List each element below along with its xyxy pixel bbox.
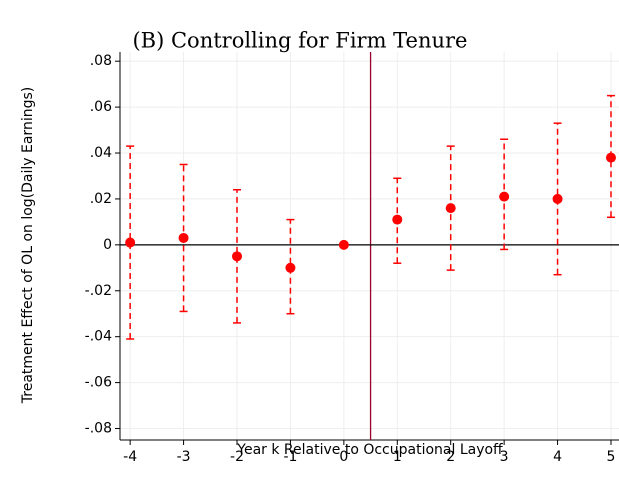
y-tick-label: 0 [103, 237, 112, 253]
y-tick-label: .02 [90, 191, 112, 207]
x-tick-label: 0 [339, 449, 348, 465]
y-tick-label: -.08 [85, 421, 112, 437]
x-tick-label: 2 [446, 449, 455, 465]
y-axis-label: Treatment Effect of OL on log(Daily Earn… [20, 87, 36, 404]
point [605, 152, 616, 163]
x-tick-label: -4 [123, 449, 137, 465]
x-axis-label: Year k Relative to Occupational Layoff [236, 442, 503, 458]
point [499, 191, 510, 202]
point [285, 262, 296, 273]
y-tick-label: .04 [90, 145, 112, 161]
point [392, 214, 403, 225]
x-tick-label: -3 [177, 449, 191, 465]
point [178, 232, 189, 243]
y-tick-label: .08 [90, 53, 112, 69]
point [445, 203, 456, 214]
y-tick-label: -.06 [85, 375, 112, 391]
point [125, 237, 136, 248]
y-tick-label: .06 [90, 99, 112, 115]
point [552, 193, 563, 204]
x-tick-label: -1 [283, 449, 297, 465]
point [232, 251, 243, 262]
x-tick-label: 5 [607, 449, 616, 465]
y-tick-label: -.02 [85, 283, 112, 299]
x-tick-label: 3 [500, 449, 509, 465]
x-tick-label: -2 [230, 449, 244, 465]
x-tick-label: 4 [553, 449, 562, 465]
y-tick-label: -.04 [85, 329, 112, 345]
x-tick-label: 1 [393, 449, 402, 465]
point [338, 239, 349, 250]
chart-title: (B) Controlling for Firm Tenure [132, 29, 467, 53]
